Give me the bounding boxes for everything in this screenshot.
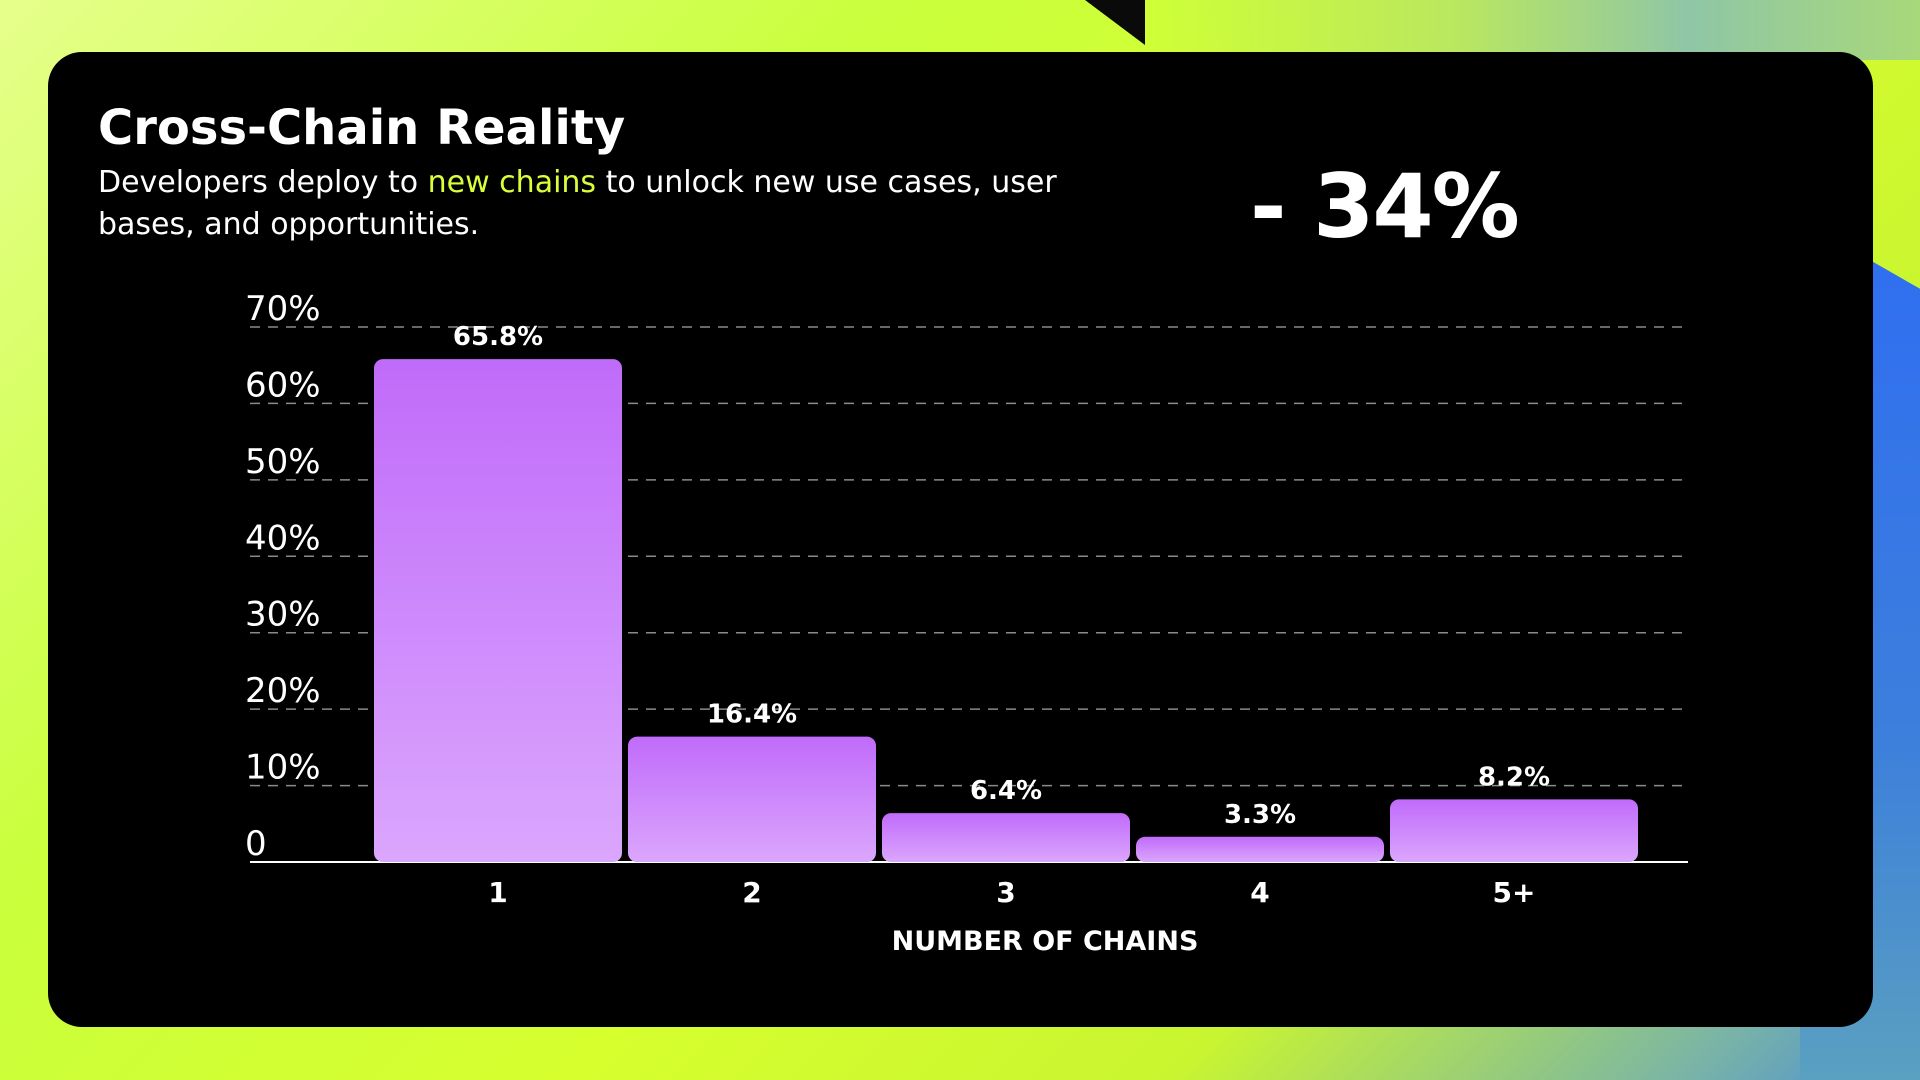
- y-tick-label-70: 70%: [245, 289, 321, 329]
- background-triangle: [1085, 0, 1145, 45]
- x-axis-label: NUMBER OF CHAINS: [892, 926, 1199, 957]
- y-tick-label-10: 10%: [245, 748, 321, 788]
- subtitle-text-end: to unlock new use cases, user bases, and…: [98, 165, 1057, 242]
- y-tick-label-60: 60%: [245, 365, 321, 405]
- big-stat-value: - 34%: [1250, 155, 1520, 258]
- data-label-3: 6.4%: [970, 776, 1042, 806]
- background-gradient-band: [1150, 0, 1920, 60]
- data-label-5+: 8.2%: [1478, 762, 1550, 792]
- data-label-1: 65.8%: [453, 322, 543, 352]
- data-label-2: 16.4%: [707, 700, 797, 730]
- subtitle-highlight: new chains: [427, 165, 597, 200]
- y-tick-label-0: 0: [245, 824, 267, 864]
- bar-1: [374, 359, 622, 862]
- y-tick-label-50: 50%: [245, 442, 321, 482]
- x-tick-label-3: 3: [996, 876, 1015, 909]
- bar-4: [1136, 836, 1384, 862]
- bar-3: [882, 813, 1130, 862]
- x-tick-label-4: 4: [1250, 876, 1269, 909]
- data-label-4: 3.3%: [1224, 800, 1296, 830]
- chart-card: [48, 52, 1873, 1027]
- subtitle-text-start: Developers deploy to: [98, 165, 428, 200]
- y-tick-label-30: 30%: [245, 595, 321, 635]
- bar-5+: [1390, 799, 1638, 862]
- x-tick-label-5+: 5+: [1493, 876, 1536, 909]
- page-subtitle: Developers deploy to new chains to unloc…: [98, 162, 1098, 246]
- x-tick-label-1: 1: [488, 876, 507, 909]
- x-tick-label-2: 2: [742, 876, 761, 909]
- page-title: Cross-Chain Reality: [98, 100, 626, 156]
- y-tick-label-40: 40%: [245, 518, 321, 558]
- bar-2: [628, 736, 876, 862]
- y-tick-label-20: 20%: [245, 671, 321, 711]
